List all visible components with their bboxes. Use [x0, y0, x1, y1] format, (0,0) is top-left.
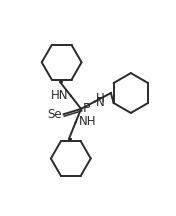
Text: HN: HN: [51, 89, 68, 102]
Text: H: H: [96, 92, 104, 105]
Text: NH: NH: [79, 115, 97, 128]
Text: Se: Se: [47, 108, 62, 121]
Text: P: P: [83, 102, 90, 115]
Text: N: N: [96, 96, 104, 109]
